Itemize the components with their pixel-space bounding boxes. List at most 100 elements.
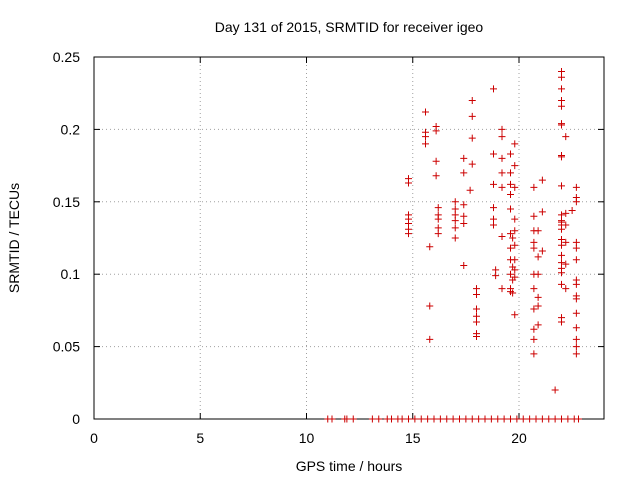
data-point [411,415,419,423]
data-point [507,230,514,238]
data-point [538,176,546,184]
x-tick-label: 20 [511,430,527,446]
data-point [530,350,538,358]
data-point [534,253,542,261]
data-point [432,157,440,165]
data-point [507,244,514,252]
data-point [534,270,542,278]
data-point [532,415,540,423]
data-point [451,234,459,242]
data-point [349,415,357,423]
data-points [324,67,582,423]
data-point [490,180,497,188]
data-point [572,350,580,358]
data-point [545,415,553,423]
data-point [558,121,565,129]
data-point [498,285,506,293]
data-point [572,335,580,343]
data-point [468,96,476,104]
data-point [494,415,502,423]
data-point [432,127,440,135]
data-point [456,415,463,423]
data-point [558,251,565,259]
data-point [426,302,434,310]
plot-frame [93,56,605,420]
data-point [430,415,438,423]
data-point [507,415,514,423]
data-point [460,169,468,177]
data-point [534,293,542,301]
data-point [572,295,580,303]
data-point [507,191,514,199]
data-point [434,215,442,223]
y-tick-label: 0.1 [61,266,81,282]
data-point [534,321,542,329]
data-point [572,280,580,288]
data-point [490,221,497,229]
x-tick-label: 10 [299,430,315,446]
data-point [436,415,444,423]
data-point [368,415,376,423]
data-point [460,220,468,228]
data-point [343,415,351,423]
data-point [460,262,468,270]
data-point [498,133,506,141]
data-point [466,186,474,194]
x-axis-label: GPS time / hours [296,458,403,474]
data-point [434,230,442,238]
data-point [422,133,429,141]
data-point [572,244,580,252]
y-tick-label: 0.15 [53,194,80,210]
data-point [422,108,429,116]
data-point [530,325,538,333]
data-point [468,112,476,120]
data-point [562,221,570,229]
data-point [507,205,514,213]
data-point [432,172,440,180]
data-point [511,215,519,223]
data-point [468,134,476,142]
data-point [507,150,514,158]
data-point [526,415,534,423]
data-point [530,305,538,313]
data-point [460,154,468,162]
data-point [498,233,506,241]
data-point [558,415,565,423]
data-point [513,415,521,423]
x-tick-label: 0 [90,430,98,446]
data-point [558,73,565,81]
data-point [568,206,576,214]
data-point [511,311,519,319]
data-point [558,102,565,110]
data-point [460,201,468,209]
data-point [507,270,514,278]
x-tick-label: 5 [196,430,204,446]
data-point [558,269,565,277]
data-point [558,153,565,161]
axes: 0 5 10 15 20 0 0.05 0.1 0.15 0.2 0.25 [53,49,605,446]
data-point [462,415,470,423]
data-point [575,415,582,423]
data-point [530,244,538,252]
data-point [498,154,506,162]
data-point [562,238,570,246]
data-point [426,243,434,251]
data-point [511,140,519,148]
data-point [558,280,565,288]
data-point [551,415,559,423]
chart-title: Day 131 of 2015, SRMTID for receiver ige… [215,19,484,35]
data-point [473,332,480,340]
data-point [511,273,519,281]
data-point [451,198,459,206]
data-point [422,140,429,148]
data-point [405,179,412,187]
data-point [498,169,506,177]
data-point [558,85,565,93]
data-point [473,305,480,313]
data-point [451,217,459,225]
data-point [530,183,538,191]
data-point [572,256,580,264]
data-point [481,415,489,423]
data-point [424,415,432,423]
data-point [538,208,546,216]
